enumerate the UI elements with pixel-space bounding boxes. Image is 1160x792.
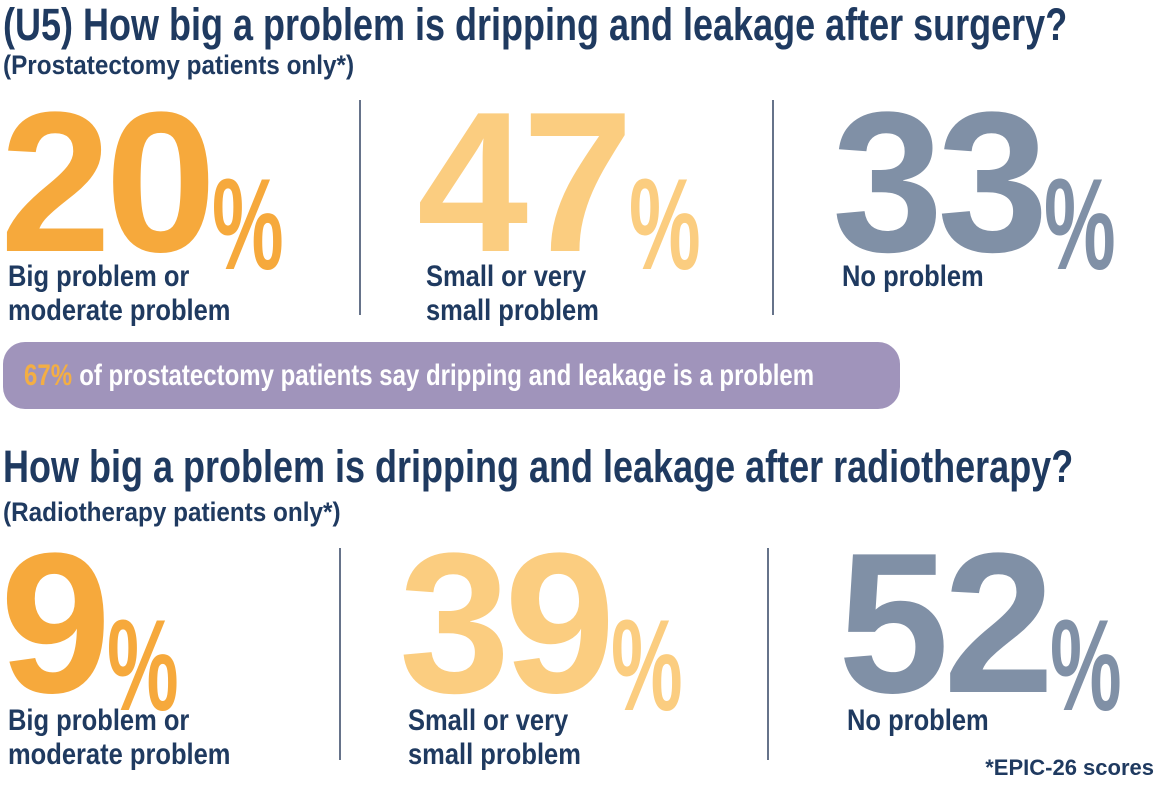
banner-highlight-value: 67% bbox=[24, 358, 73, 392]
stat-value: 47 bbox=[417, 71, 633, 294]
stat-value: 33 bbox=[832, 71, 1048, 294]
stat-value: 9 bbox=[0, 512, 111, 735]
percent-sign: % bbox=[212, 151, 285, 297]
stat-label-surgery-small-problem: Small or very small problem bbox=[426, 260, 599, 327]
divider bbox=[772, 100, 774, 315]
banner-text: of prostatectomy patients say dripping a… bbox=[79, 358, 815, 392]
summary-banner: 67% of prostatectomy patients say drippin… bbox=[3, 342, 900, 409]
stat-surgery-big-problem: 20% bbox=[0, 71, 328, 297]
stat-label-radiotherapy-no-problem: No problem bbox=[847, 704, 989, 737]
epic-scores-footnote: *EPIC-26 scores bbox=[985, 755, 1154, 780]
percent-sign: % bbox=[629, 151, 702, 297]
percent-sign: % bbox=[611, 592, 684, 738]
stat-value: 39 bbox=[399, 512, 615, 735]
section1-subtitle: (Prostatectomy patients only*) bbox=[3, 50, 355, 80]
stat-radiotherapy-big-problem: 9% bbox=[0, 512, 223, 738]
stat-radiotherapy-no-problem: 52% bbox=[838, 512, 1160, 738]
stat-radiotherapy-small-problem: 39% bbox=[399, 512, 727, 738]
stat-label-surgery-big-problem: Big problem or moderate problem bbox=[8, 260, 231, 327]
divider bbox=[359, 100, 361, 315]
stat-label-radiotherapy-big-problem: Big problem or moderate problem bbox=[8, 704, 231, 771]
stat-value: 52 bbox=[838, 512, 1054, 735]
section2-subtitle: (Radiotherapy patients only*) bbox=[3, 497, 341, 527]
percent-sign: % bbox=[107, 592, 179, 738]
stat-label-surgery-no-problem: No problem bbox=[842, 260, 984, 293]
stat-label-radiotherapy-small-problem: Small or very small problem bbox=[408, 704, 581, 771]
percent-sign: % bbox=[1044, 151, 1117, 297]
stat-surgery-small-problem: 47% bbox=[417, 71, 745, 297]
stat-surgery-no-problem: 33% bbox=[832, 71, 1160, 297]
divider bbox=[339, 548, 341, 760]
summary-banner-text: 67% of prostatectomy patients say drippin… bbox=[24, 359, 814, 393]
section1-title: (U5) How big a problem is dripping and l… bbox=[3, 0, 1068, 50]
section2-title: How big a problem is dripping and leakag… bbox=[3, 441, 1074, 492]
divider bbox=[767, 548, 769, 760]
stat-value: 20 bbox=[0, 71, 216, 294]
percent-sign: % bbox=[1050, 592, 1123, 738]
